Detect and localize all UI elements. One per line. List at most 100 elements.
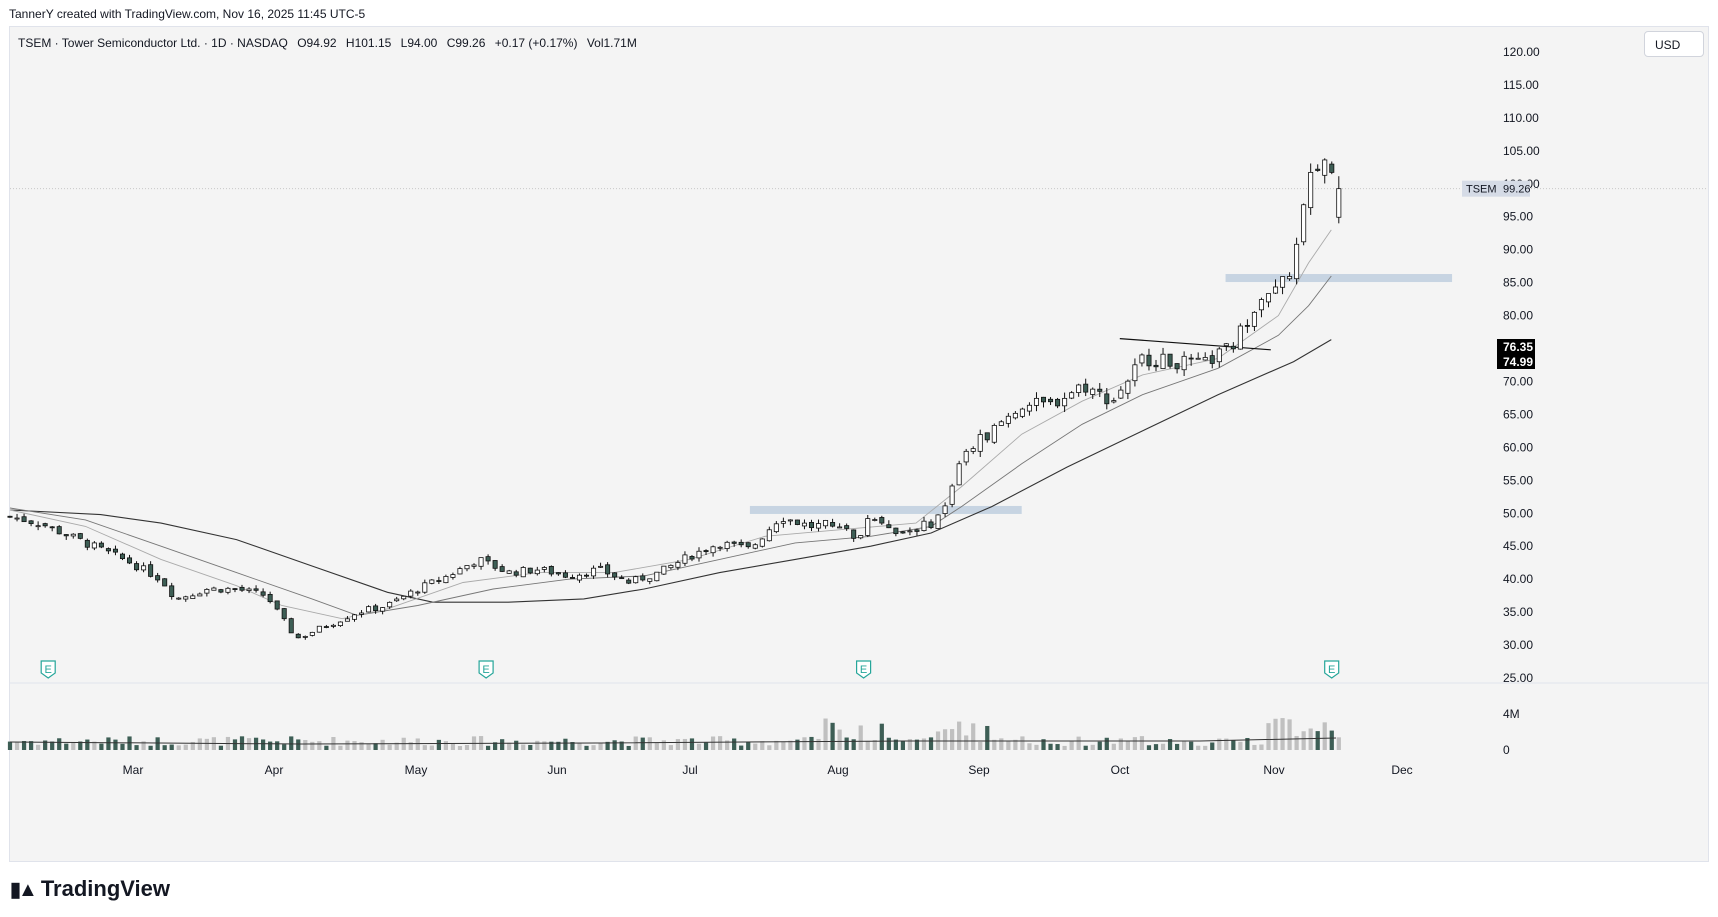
- volume-bar: [366, 743, 371, 750]
- candle-body: [717, 546, 723, 549]
- volume-bar: [1034, 744, 1039, 750]
- candle-body: [295, 633, 301, 639]
- volume-bar: [528, 744, 533, 750]
- candle-body: [619, 577, 625, 580]
- volume-bar: [985, 725, 990, 750]
- volume-bar: [654, 743, 659, 750]
- candle-body: [1019, 408, 1025, 417]
- price-axis-label: 65.00: [1503, 407, 1533, 421]
- candle-body: [366, 606, 372, 613]
- candle-body: [787, 519, 793, 522]
- volume-bar: [1153, 744, 1159, 750]
- candle-body: [1076, 384, 1082, 393]
- candle-body: [689, 556, 695, 560]
- volume-bar: [359, 742, 364, 750]
- volume-bar: [675, 739, 681, 750]
- candle-body: [91, 542, 97, 549]
- candle-body: [351, 614, 358, 620]
- candle-body: [844, 525, 850, 529]
- candle-body: [605, 564, 611, 575]
- volume-bar: [106, 737, 111, 750]
- candle-body: [647, 578, 653, 582]
- volume-bar: [92, 741, 97, 750]
- candle-body: [928, 521, 934, 528]
- time-axis-label: Nov: [1263, 763, 1284, 777]
- candle-body: [232, 588, 238, 590]
- candle-body: [534, 569, 540, 575]
- volume-bar: [1308, 728, 1313, 750]
- candle-body: [394, 598, 400, 602]
- earnings-marker: [1324, 660, 1340, 679]
- candle-body: [112, 548, 118, 553]
- candle-body: [865, 518, 871, 536]
- volume-bar: [141, 741, 146, 750]
- volume-bar: [429, 745, 434, 750]
- volume-bar: [872, 740, 877, 750]
- volume-bar: [732, 738, 737, 750]
- volume-axis-label: 0: [1503, 743, 1510, 757]
- volume-bar: [1090, 744, 1095, 750]
- volume-bar: [942, 729, 948, 750]
- candle-body: [436, 580, 442, 582]
- candle-body: [77, 533, 83, 539]
- volume-bar: [858, 725, 863, 750]
- candle-body: [900, 531, 906, 534]
- volume-bar: [394, 742, 399, 750]
- volume-bar: [661, 740, 666, 750]
- volume-bar: [415, 738, 420, 750]
- time-axis-label: Jun: [547, 763, 566, 777]
- candle-body: [63, 534, 69, 537]
- candle-body: [1287, 276, 1293, 280]
- legend-volume: Vol1.71M: [586, 36, 637, 50]
- price-axis-label: 50.00: [1503, 506, 1533, 520]
- candle-body: [1244, 324, 1250, 327]
- candle-body: [239, 586, 245, 591]
- price-axis-label: 30.00: [1503, 638, 1533, 652]
- earnings-marker: [856, 660, 872, 679]
- last-price-value: 99.26: [1503, 184, 1531, 196]
- legend-symbol[interactable]: TSEM · Tower Semiconductor Ltd. · 1D · N…: [18, 36, 288, 50]
- volume-bar: [809, 736, 814, 750]
- candle-body: [1265, 293, 1272, 303]
- candle-body: [1041, 396, 1047, 403]
- currency-button[interactable]: USD: [1644, 31, 1704, 57]
- volume-bar: [289, 736, 294, 750]
- volume-bar: [696, 743, 702, 750]
- volume-bar: [436, 739, 441, 750]
- candle-body: [555, 572, 561, 575]
- volume-bar: [689, 738, 695, 750]
- chart-frame: [9, 26, 1709, 862]
- price-axis-label: 60.00: [1503, 440, 1533, 454]
- earnings-marker-label: E: [45, 664, 52, 676]
- candle-body: [337, 621, 343, 627]
- candle-body: [830, 522, 836, 527]
- trend-line: [1119, 338, 1271, 351]
- volume-bar: [507, 742, 512, 750]
- candle-body: [141, 565, 147, 571]
- volume-bar: [626, 745, 631, 750]
- candle-body: [98, 542, 104, 548]
- volume-bar: [443, 741, 449, 750]
- volume-bar: [879, 723, 884, 750]
- candle-body: [401, 595, 407, 600]
- candle-body: [134, 563, 140, 571]
- volume-bar: [1294, 735, 1299, 750]
- candle-body: [1315, 168, 1321, 171]
- candle-body: [1301, 204, 1307, 243]
- volume-bar: [816, 738, 821, 750]
- volume-bar: [1013, 739, 1018, 750]
- candle-body: [42, 523, 48, 527]
- candle-body: [105, 548, 111, 552]
- candle-body: [1294, 243, 1300, 280]
- volume-bar: [317, 741, 322, 750]
- volume-bar: [1245, 737, 1250, 750]
- candle-body: [1069, 392, 1075, 399]
- volume-bar: [1224, 738, 1229, 750]
- tradingview-logo-icon: ▮▲: [10, 878, 38, 901]
- candle-body: [1153, 364, 1159, 368]
- tradingview-logo[interactable]: ▮▲ TradingView: [10, 876, 170, 902]
- candle-body: [527, 567, 533, 574]
- candle-body: [921, 520, 927, 532]
- candle-body: [682, 554, 688, 564]
